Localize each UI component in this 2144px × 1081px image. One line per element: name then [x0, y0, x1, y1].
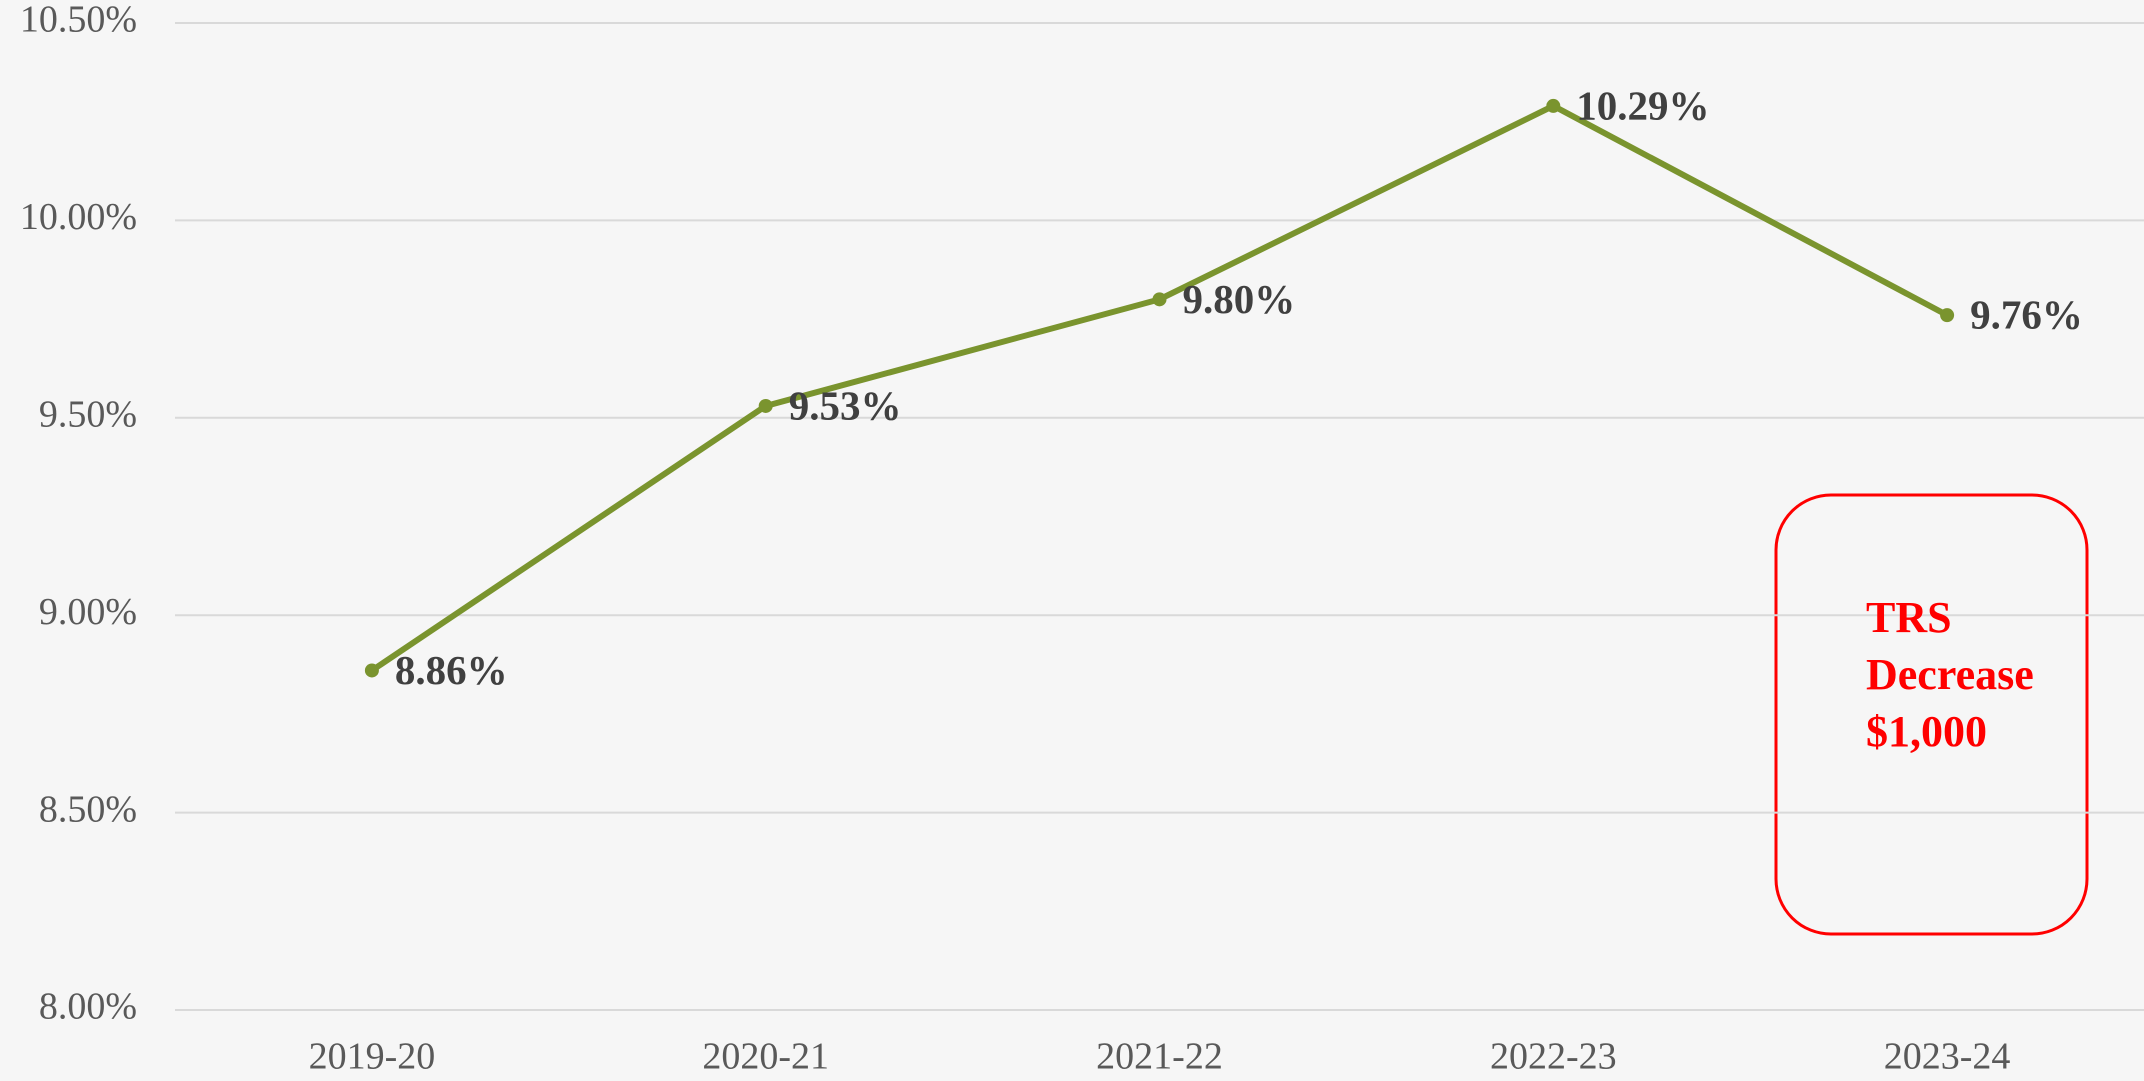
- data-label: 8.86%: [395, 647, 508, 693]
- annotation-box: [1774, 493, 2089, 936]
- point: [1940, 308, 1955, 323]
- annotation-text: Decrease: [1866, 650, 2034, 699]
- x-tick-label: 2022-23: [1490, 1036, 1617, 1078]
- x-tick-label: 2020-21: [702, 1036, 829, 1078]
- y-tick-label: 9.50%: [39, 394, 137, 436]
- y-tick-label: 8.50%: [39, 788, 137, 830]
- data-label: 9.80%: [1183, 276, 1296, 322]
- y-tick-label: 10.00%: [20, 196, 137, 238]
- data-label: 10.29%: [1576, 82, 1709, 128]
- annotation-text: $1,000: [1866, 707, 1987, 756]
- line: [370, 102, 1949, 673]
- x-tick-label: 2021-22: [1096, 1036, 1223, 1078]
- y-tick-label: 8.00%: [39, 986, 137, 1028]
- data-label: 9.53%: [789, 382, 902, 428]
- point: [758, 398, 773, 413]
- x-tick-label: 2023-24: [1884, 1036, 2011, 1078]
- point: [1546, 98, 1561, 113]
- annotation-text: TRS: [1866, 593, 1952, 642]
- y-tick-label: 9.00%: [39, 591, 137, 633]
- y-tick-label: 10.50%: [20, 0, 137, 41]
- point: [1152, 292, 1167, 307]
- data-label: 9.76%: [1970, 292, 2083, 338]
- x-tick-label: 2019-20: [309, 1036, 436, 1078]
- point: [364, 663, 379, 678]
